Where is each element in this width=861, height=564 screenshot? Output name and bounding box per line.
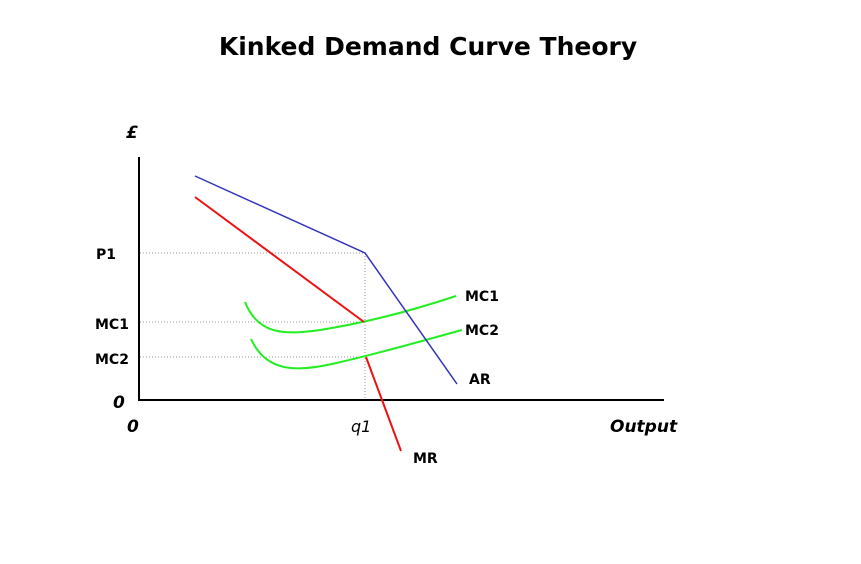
p1-label: P1 bbox=[96, 247, 116, 263]
mc2-curve-label: MC2 bbox=[465, 323, 499, 339]
mr-curve-label: MR bbox=[413, 451, 438, 467]
price-axis-label: £ bbox=[126, 123, 138, 143]
ar-curve-label: AR bbox=[469, 372, 491, 388]
mc2-price-label: MC2 bbox=[95, 352, 129, 368]
origin-y-label: 0 bbox=[113, 393, 125, 413]
mc1-curve-label: MC1 bbox=[465, 289, 499, 305]
origin-x-label: 0 bbox=[127, 417, 139, 437]
mr-upper-segment bbox=[194, 196, 365, 323]
ar-curve bbox=[194, 175, 458, 385]
mc1-curve bbox=[244, 295, 457, 334]
mc2-curve bbox=[250, 329, 463, 370]
output-axis-label: Output bbox=[610, 417, 678, 437]
diagram-title: Kinked Demand Curve Theory bbox=[219, 32, 637, 61]
q1-label: q1 bbox=[351, 417, 371, 436]
mc1-price-label: MC1 bbox=[95, 317, 129, 333]
mr-lower-segment bbox=[365, 356, 402, 452]
